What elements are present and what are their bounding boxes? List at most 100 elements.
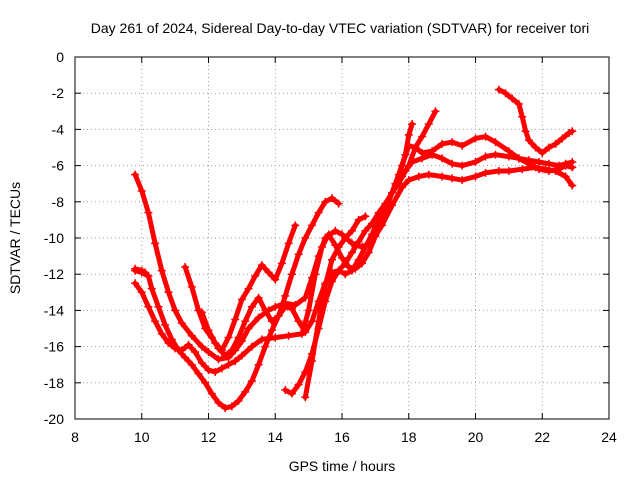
data-point-marker: [151, 239, 160, 248]
data-point-marker: [157, 329, 166, 338]
data-point-marker: [224, 333, 233, 342]
data-point-marker: [141, 268, 150, 277]
series-track-2: [131, 150, 577, 413]
y-axis-label: SDTVAR / TECUs: [7, 182, 23, 294]
data-point-marker: [471, 172, 480, 181]
data-point-marker: [388, 188, 397, 197]
data-point-marker: [137, 288, 146, 297]
data-point-marker: [244, 284, 253, 293]
series-track-8: [398, 107, 440, 181]
data-point-marker: [558, 134, 567, 143]
data-point-marker: [371, 232, 380, 241]
x-tick-label: 10: [134, 429, 150, 445]
data-point-marker: [338, 253, 346, 262]
x-tick-label: 14: [267, 429, 283, 445]
data-point-marker: [314, 317, 323, 326]
y-tick-label: -10: [44, 230, 64, 246]
data-point-marker: [267, 326, 276, 335]
data-point-marker: [187, 282, 196, 291]
data-point-marker: [247, 342, 256, 351]
data-point-marker: [287, 304, 296, 313]
data-point-marker: [404, 130, 413, 139]
data-point-marker: [301, 393, 310, 402]
data-point-marker: [411, 143, 420, 152]
series-track-9: [494, 85, 577, 157]
series-line: [399, 108, 438, 179]
data-point-marker: [561, 161, 570, 170]
data-point-marker: [404, 161, 413, 170]
data-point-marker: [381, 199, 390, 208]
data-point-marker: [398, 172, 407, 181]
x-tick-label: 24: [601, 429, 617, 445]
data-point-marker: [568, 127, 577, 136]
data-point-marker: [458, 141, 467, 150]
data-point-marker: [221, 404, 230, 413]
data-point-marker: [458, 161, 467, 170]
series-track-5: [197, 221, 300, 355]
data-point-marker: [361, 212, 370, 221]
data-point-marker: [177, 319, 186, 328]
data-point-marker: [241, 317, 250, 326]
data-point-marker: [518, 165, 527, 174]
data-point-marker: [458, 176, 467, 185]
x-tick-label: 20: [468, 429, 484, 445]
data-point-marker: [254, 313, 263, 322]
data-point-marker: [284, 331, 293, 340]
x-tick-label: 22: [534, 429, 550, 445]
data-point-marker: [264, 268, 273, 277]
data-point-marker: [568, 163, 577, 172]
data-point-marker: [364, 248, 373, 257]
data-point-marker: [257, 261, 266, 270]
data-point-marker: [164, 338, 173, 347]
data-point-marker: [237, 295, 246, 304]
data-point-marker: [207, 389, 216, 398]
data-point-marker: [438, 139, 447, 148]
data-point-marker: [311, 270, 320, 279]
data-point-marker: [294, 250, 303, 259]
data-point-marker: [307, 221, 316, 230]
data-point-marker: [294, 380, 303, 389]
data-point-marker: [301, 234, 310, 242]
series-track-6: [281, 119, 417, 398]
data-point-marker: [187, 360, 196, 369]
data-point-marker: [261, 342, 270, 351]
data-point-marker: [521, 127, 530, 136]
data-point-marker: [524, 136, 533, 145]
data-point-marker: [534, 157, 543, 166]
data-point-marker: [491, 138, 500, 147]
data-point-marker: [341, 234, 350, 242]
data-point-marker: [221, 351, 230, 360]
data-point-marker: [194, 369, 203, 378]
data-point-marker: [181, 353, 190, 362]
data-point-marker: [204, 348, 213, 357]
data-point-marker: [531, 143, 540, 152]
data-point-marker: [271, 275, 280, 284]
data-point-marker: [247, 376, 256, 385]
data-point-marker: [418, 132, 427, 141]
data-point-marker: [281, 386, 290, 395]
data-point-marker: [481, 152, 490, 161]
data-point-marker: [481, 168, 490, 177]
data-point-marker: [401, 150, 410, 159]
data-point-marker: [217, 346, 226, 355]
data-point-marker: [237, 351, 246, 360]
data-point-marker: [354, 237, 363, 246]
data-point-marker: [274, 311, 283, 320]
data-point-marker: [431, 107, 440, 116]
data-point-marker: [448, 138, 457, 147]
data-point-marker: [408, 119, 417, 128]
data-point-marker: [494, 167, 503, 176]
data-point-marker: [301, 293, 310, 302]
data-point-marker: [204, 366, 213, 375]
data-point-marker: [241, 387, 250, 396]
x-tick-label: 12: [201, 429, 217, 445]
data-point-marker: [131, 279, 140, 288]
grid-layer: [75, 57, 609, 419]
data-point-marker: [227, 402, 236, 411]
data-point-marker: [518, 112, 527, 121]
data-point-marker: [254, 293, 263, 302]
data-point-marker: [231, 315, 240, 324]
y-tick-label: -18: [44, 375, 64, 391]
data-point-marker: [354, 215, 363, 224]
